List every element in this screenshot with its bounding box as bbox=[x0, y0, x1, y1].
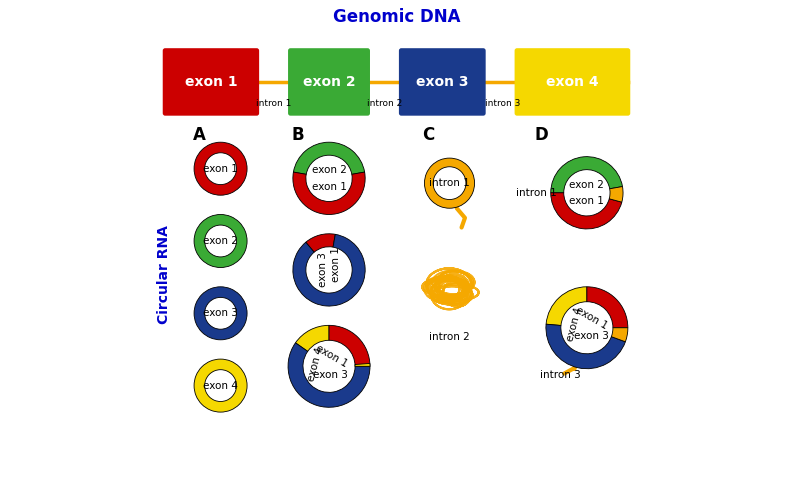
Text: intron 1: intron 1 bbox=[516, 188, 557, 198]
Text: exon 2: exon 2 bbox=[203, 236, 238, 246]
Text: exon 4: exon 4 bbox=[565, 307, 584, 343]
Text: exon 3: exon 3 bbox=[313, 370, 348, 380]
Wedge shape bbox=[424, 158, 474, 208]
FancyBboxPatch shape bbox=[515, 48, 630, 116]
Text: exon 1: exon 1 bbox=[573, 305, 609, 331]
Text: intron 2: intron 2 bbox=[367, 99, 402, 108]
Wedge shape bbox=[293, 172, 365, 214]
Wedge shape bbox=[293, 142, 365, 174]
Text: exon 3: exon 3 bbox=[574, 332, 609, 341]
Text: Circular RNA: Circular RNA bbox=[157, 225, 171, 324]
Wedge shape bbox=[329, 325, 370, 366]
Text: exon 3: exon 3 bbox=[318, 253, 328, 287]
Wedge shape bbox=[546, 324, 626, 369]
Wedge shape bbox=[546, 287, 587, 325]
Wedge shape bbox=[194, 142, 247, 195]
Text: A: A bbox=[193, 126, 205, 144]
Wedge shape bbox=[551, 193, 622, 229]
Text: intron 1: intron 1 bbox=[256, 99, 291, 108]
Text: intron 3: intron 3 bbox=[485, 99, 520, 108]
Text: intron 1: intron 1 bbox=[429, 178, 470, 188]
Text: exon 1: exon 1 bbox=[569, 197, 604, 206]
Text: exon 1: exon 1 bbox=[314, 343, 350, 369]
Text: exon 1: exon 1 bbox=[331, 247, 341, 281]
Wedge shape bbox=[288, 343, 370, 407]
Wedge shape bbox=[551, 157, 623, 193]
Wedge shape bbox=[194, 287, 247, 340]
Wedge shape bbox=[355, 363, 370, 366]
Text: C: C bbox=[422, 126, 434, 144]
Text: exon 2: exon 2 bbox=[303, 75, 355, 89]
Text: exon 2: exon 2 bbox=[312, 165, 347, 174]
Text: intron 2: intron 2 bbox=[429, 333, 470, 342]
Text: exon 3: exon 3 bbox=[416, 75, 469, 89]
Text: intron 3: intron 3 bbox=[540, 370, 580, 380]
Text: exon 4: exon 4 bbox=[203, 381, 238, 390]
Wedge shape bbox=[194, 359, 247, 412]
Text: B: B bbox=[291, 126, 304, 144]
Text: exon 3: exon 3 bbox=[203, 308, 238, 318]
FancyBboxPatch shape bbox=[399, 48, 485, 116]
Wedge shape bbox=[194, 214, 247, 268]
Text: exon 1: exon 1 bbox=[312, 182, 347, 192]
Text: exon 4: exon 4 bbox=[307, 346, 325, 382]
Text: Genomic DNA: Genomic DNA bbox=[333, 8, 460, 26]
Text: D: D bbox=[534, 126, 548, 144]
Wedge shape bbox=[609, 187, 623, 202]
Wedge shape bbox=[587, 287, 628, 328]
Wedge shape bbox=[293, 234, 365, 306]
Wedge shape bbox=[306, 234, 335, 252]
Text: exon 1: exon 1 bbox=[185, 75, 237, 89]
Wedge shape bbox=[611, 328, 628, 342]
Text: exon 1: exon 1 bbox=[203, 164, 238, 174]
Text: exon 2: exon 2 bbox=[569, 180, 604, 189]
Text: exon 4: exon 4 bbox=[546, 75, 599, 89]
FancyBboxPatch shape bbox=[288, 48, 370, 116]
Wedge shape bbox=[296, 325, 329, 351]
FancyBboxPatch shape bbox=[163, 48, 259, 116]
